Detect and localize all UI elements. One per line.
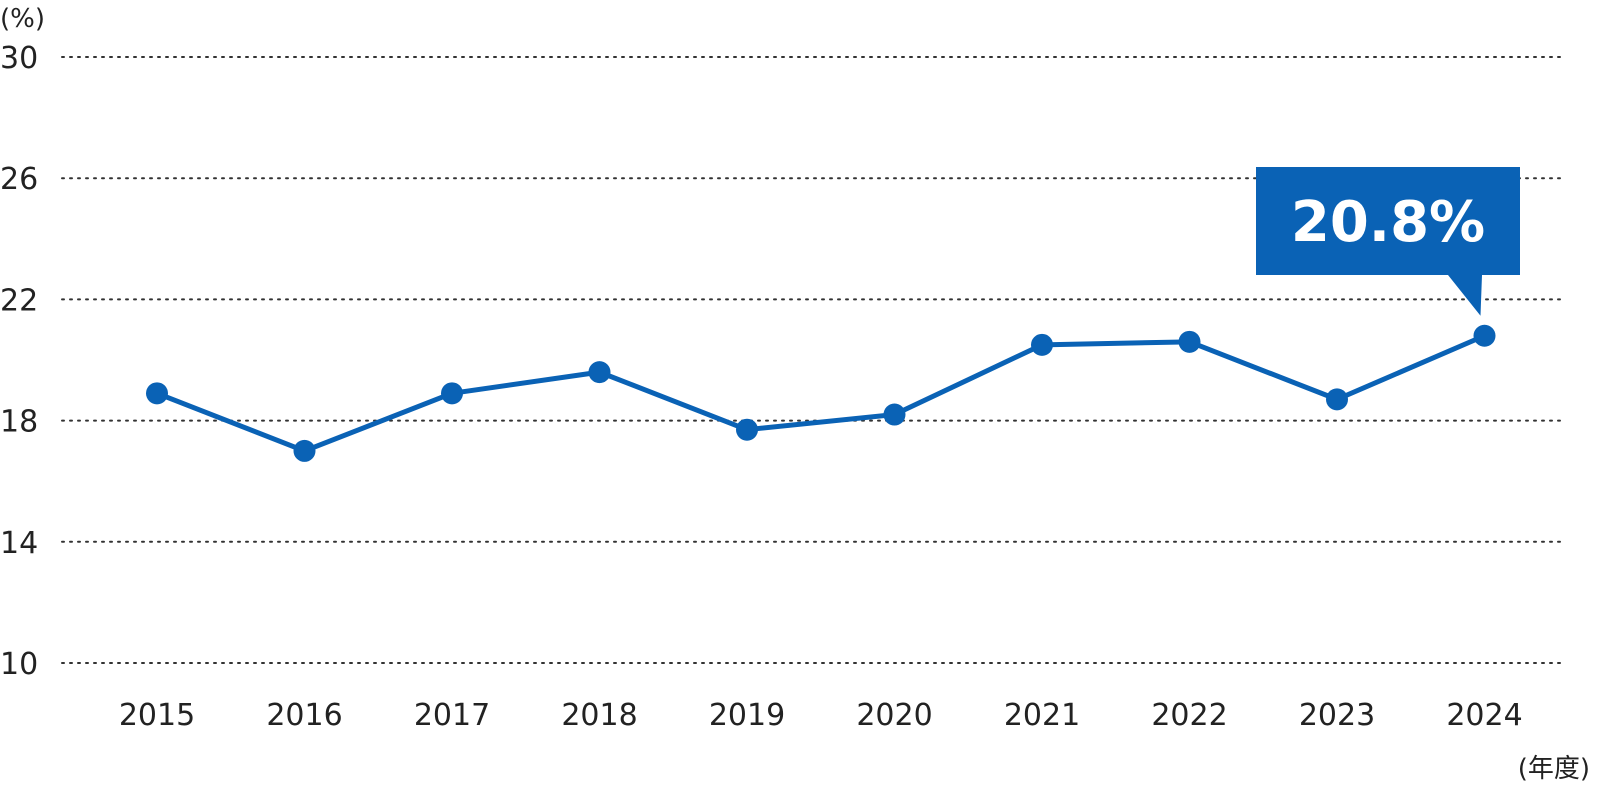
x-tick-label-2022: 2022 [1151, 698, 1227, 733]
data-point-2017 [441, 382, 463, 405]
x-tick-label-2017: 2017 [414, 698, 490, 733]
x-tick-label-2015: 2015 [119, 698, 195, 733]
callout-box [1256, 167, 1520, 316]
data-point-2018 [588, 361, 611, 384]
y-tick-label-14: 14 [0, 526, 38, 561]
data-point-2016 [293, 439, 316, 462]
data-point-2021 [1031, 333, 1053, 356]
data-point-2015 [146, 382, 168, 405]
data-point-2023 [1326, 388, 1348, 411]
y-tick-label-18: 18 [0, 405, 38, 440]
data-point-2019 [736, 418, 758, 441]
x-tick-label-2024: 2024 [1446, 698, 1522, 733]
value-callout: 20.8% [1256, 167, 1520, 316]
y-tick-label-22: 22 [0, 283, 38, 318]
x-tick-label-2023: 2023 [1299, 698, 1375, 733]
y-tick-label-26: 26 [0, 162, 38, 197]
x-axis-unit-label: (年度) [1518, 754, 1590, 784]
data-series [146, 324, 1496, 462]
y-tick-label-30: 30 [0, 41, 38, 76]
callout-value-label: 20.8% [1291, 190, 1485, 255]
y-axis-ticks: 10 14 18 22 26 30 [0, 41, 38, 682]
x-tick-label-2016: 2016 [266, 698, 342, 733]
y-axis-unit-label: (%) [0, 4, 45, 34]
x-tick-label-2021: 2021 [1004, 698, 1080, 733]
x-tick-label-2018: 2018 [561, 698, 637, 733]
y-tick-label-10: 10 [0, 647, 38, 682]
x-axis-ticks: 2015 2016 2017 2018 2019 2020 2021 2022 2023 2024 [119, 698, 1523, 733]
data-point-2022 [1178, 330, 1201, 353]
x-tick-label-2020: 2020 [856, 698, 932, 733]
data-point-2020 [883, 403, 906, 426]
data-point-2024 [1473, 324, 1496, 347]
series-line-0 [156, 333, 1486, 454]
x-tick-label-2019: 2019 [709, 698, 785, 733]
grid-lines [61, 56, 1566, 664]
